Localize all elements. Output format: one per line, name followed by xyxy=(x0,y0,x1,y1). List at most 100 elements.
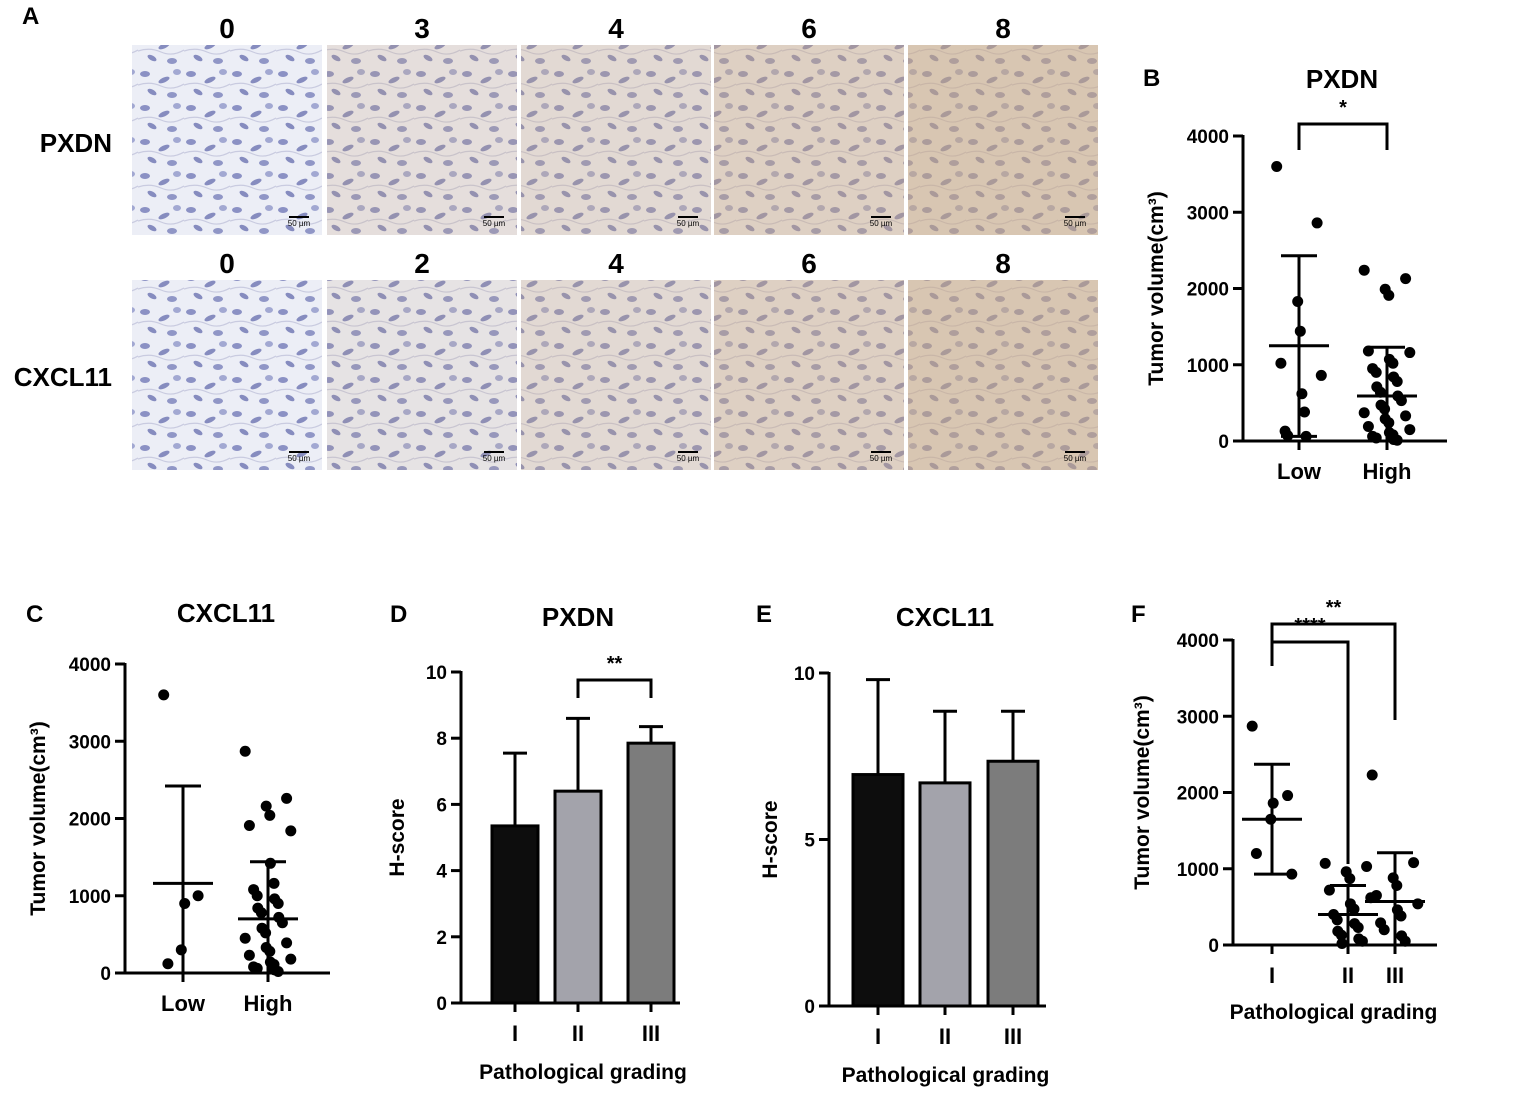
significance-bracket xyxy=(1270,622,1397,720)
scale-bar-label: 50 µm xyxy=(677,454,700,463)
scale-bar-label: 50 µm xyxy=(483,454,506,463)
x-tick-label: I xyxy=(1269,963,1275,988)
data-point xyxy=(281,937,293,949)
y-tick-label: 1000 xyxy=(1187,356,1229,377)
histology-tile xyxy=(132,45,322,235)
data-point xyxy=(1400,410,1412,422)
data-point xyxy=(1319,857,1331,869)
scale-bar-label: 50 µm xyxy=(1064,454,1087,463)
data-point xyxy=(1391,376,1403,388)
data-point xyxy=(264,809,276,821)
y-tick-label: 4000 xyxy=(1177,631,1219,652)
scale-bar-label: 50 µm xyxy=(870,454,893,463)
data-point xyxy=(1315,369,1327,381)
data-point xyxy=(1408,857,1420,869)
y-tick-label: 3000 xyxy=(69,732,111,753)
chart-title: PXDN xyxy=(1306,64,1378,94)
score-label: 8 xyxy=(995,248,1011,279)
stain-overlay xyxy=(327,45,517,235)
data-point xyxy=(1395,395,1407,407)
data-point xyxy=(1395,910,1407,922)
data-point xyxy=(1404,347,1416,359)
x-tick-label: High xyxy=(1363,459,1412,484)
data-point xyxy=(1391,880,1403,892)
y-tick-label: 3000 xyxy=(1177,707,1219,728)
panel-letter-e: E xyxy=(756,601,772,628)
row-label-cxcl11: CXCL11 xyxy=(14,362,112,392)
panel-c-chart: C CXCL11 0 1000 2000 3000 4000 Tumor volume(cm³… xyxy=(26,598,330,1016)
data-point xyxy=(1361,860,1373,872)
data-point xyxy=(1404,424,1416,436)
data-point xyxy=(1246,720,1258,732)
data-point xyxy=(264,945,276,957)
panel-a-histology: A PXDN 0 50 µm 3 50 µm 4 50 µm 6 50 µm 8 50 µm CXCL1… xyxy=(14,3,1098,470)
data-point xyxy=(243,819,255,831)
data-point xyxy=(239,745,251,757)
histology-tile xyxy=(132,280,322,470)
data-point xyxy=(251,890,263,902)
y-tick-label: 2000 xyxy=(1187,280,1229,301)
data-point xyxy=(1299,406,1310,418)
data-point xyxy=(1391,434,1403,446)
panel-letter-f: F xyxy=(1131,601,1146,628)
data-point xyxy=(158,689,170,701)
y-tick-label: 0 xyxy=(1218,432,1229,453)
significance-label: ** xyxy=(1326,597,1342,619)
scale-bar-label: 50 µm xyxy=(1064,219,1087,228)
y-tick-label: 2 xyxy=(436,928,447,949)
data-point xyxy=(251,962,263,974)
data-point xyxy=(1370,366,1382,378)
histology-tile xyxy=(714,45,904,235)
y-tick-label: 10 xyxy=(426,663,447,684)
stain-overlay xyxy=(908,45,1098,235)
panel-letter-b: B xyxy=(1143,65,1160,92)
data-point xyxy=(1271,161,1283,172)
scale-bar-label: 50 µm xyxy=(677,219,700,228)
x-tick-label: I xyxy=(512,1021,518,1046)
stain-overlay xyxy=(327,280,517,470)
y-tick-label: 0 xyxy=(1208,936,1219,957)
y-tick-label: 10 xyxy=(794,664,815,685)
x-axis-label: Pathological grading xyxy=(1230,1001,1438,1024)
data-point xyxy=(1383,417,1395,429)
stain-overlay xyxy=(521,280,711,470)
data-point xyxy=(1335,929,1347,941)
data-point xyxy=(1400,273,1412,285)
score-label: 4 xyxy=(608,248,624,279)
x-tick-label: I xyxy=(875,1024,881,1049)
data-point xyxy=(260,800,272,812)
y-axis-label: Tumor volume(cm³) xyxy=(27,721,50,915)
x-tick-label: Low xyxy=(161,991,206,1016)
y-tick-label: 5 xyxy=(804,831,815,852)
data-point xyxy=(281,792,293,804)
x-tick-label: II xyxy=(572,1021,584,1046)
data-point xyxy=(1370,889,1382,901)
data-point xyxy=(1250,848,1262,859)
data-point xyxy=(239,932,251,944)
stain-overlay xyxy=(714,45,904,235)
score-label: 2 xyxy=(414,248,430,279)
data-point xyxy=(1399,935,1411,947)
data-point xyxy=(1275,357,1287,369)
data-point xyxy=(192,890,204,902)
significance-label: * xyxy=(1339,97,1347,119)
data-point xyxy=(268,877,280,889)
data-point xyxy=(179,897,191,909)
y-tick-label: 4000 xyxy=(69,655,111,676)
score-label: 8 xyxy=(995,13,1011,44)
y-tick-label: 2000 xyxy=(1177,784,1219,805)
x-axis-label: Pathological grading xyxy=(479,1061,687,1084)
bar-ii xyxy=(553,789,603,1005)
data-point xyxy=(1378,924,1390,936)
scale-bar-label: 50 µm xyxy=(288,219,311,228)
data-point xyxy=(1286,868,1298,880)
score-label: 6 xyxy=(801,248,817,279)
data-point xyxy=(285,953,297,965)
data-point xyxy=(162,958,174,970)
data-point xyxy=(272,897,284,909)
y-tick-label: 1000 xyxy=(69,887,111,908)
y-tick-label: 0 xyxy=(804,997,815,1018)
y-tick-label: 6 xyxy=(436,795,447,816)
data-point xyxy=(1336,937,1348,949)
